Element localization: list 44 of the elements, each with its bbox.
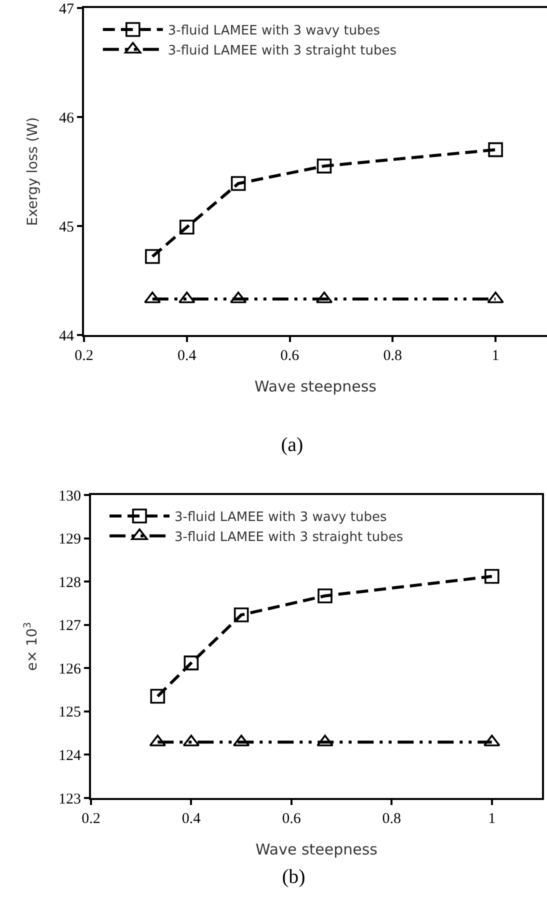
- point: [144, 292, 161, 304]
- point: [484, 568, 500, 584]
- point: [184, 656, 199, 670]
- legend-label: 3-fluid LAMEE with 3 straight tubes: [168, 43, 397, 58]
- point: [234, 608, 249, 622]
- x-tick-label: 0.2: [74, 348, 94, 364]
- y-tick-label: 130: [58, 488, 81, 504]
- text: (b): [282, 866, 306, 888]
- x-tick-label: 0.8: [383, 348, 402, 364]
- text: (a): [281, 434, 304, 456]
- y-tick-label: 45: [59, 219, 74, 236]
- point: [487, 292, 504, 304]
- x-tick-label: 1: [492, 348, 500, 364]
- x-tick-label: 0.6: [280, 348, 300, 364]
- legend-label: 3-fluid LAMEE with 3 straight tubes: [174, 530, 404, 545]
- y-tick-label: 44: [59, 328, 74, 344]
- point: [318, 588, 332, 604]
- y-axis-title: Exergy loss (W): [25, 117, 42, 226]
- y-tick-label: 128: [58, 574, 81, 591]
- x-tick-label: 0.4: [178, 348, 197, 364]
- point: [179, 220, 194, 234]
- point: [316, 734, 334, 746]
- x-axis-title: Wave steepness: [254, 378, 377, 396]
- point: [145, 249, 160, 264]
- y-tick-label: 124: [58, 748, 82, 764]
- point: [230, 176, 246, 191]
- x-tick-label: 0.8: [382, 811, 402, 827]
- y-tick-label: 46: [59, 110, 74, 126]
- x-tick-label: 0.6: [282, 811, 302, 827]
- y-tick-label: 125: [58, 704, 81, 721]
- x-tick-label: 0.4: [182, 811, 202, 827]
- y-tick-label: 47: [59, 1, 74, 18]
- x-tick-label: 0.2: [82, 811, 100, 827]
- legend-label: 3-fluid LAMEE with 3 wavy tubes: [174, 510, 387, 526]
- point: [488, 142, 503, 158]
- y-tick-label: 129: [58, 532, 81, 548]
- point: [150, 688, 166, 704]
- legend-label: 3-fluid LAMEE with 3 wavy tubes: [168, 24, 380, 39]
- x-tick-label: 1: [488, 811, 496, 827]
- y-tick-label: 123: [58, 791, 81, 808]
- x-axis-title: Wave steepness: [256, 840, 378, 858]
- y-tick-label: 127: [58, 618, 82, 634]
- point: [316, 158, 332, 174]
- y-tick-label: 126: [58, 661, 82, 678]
